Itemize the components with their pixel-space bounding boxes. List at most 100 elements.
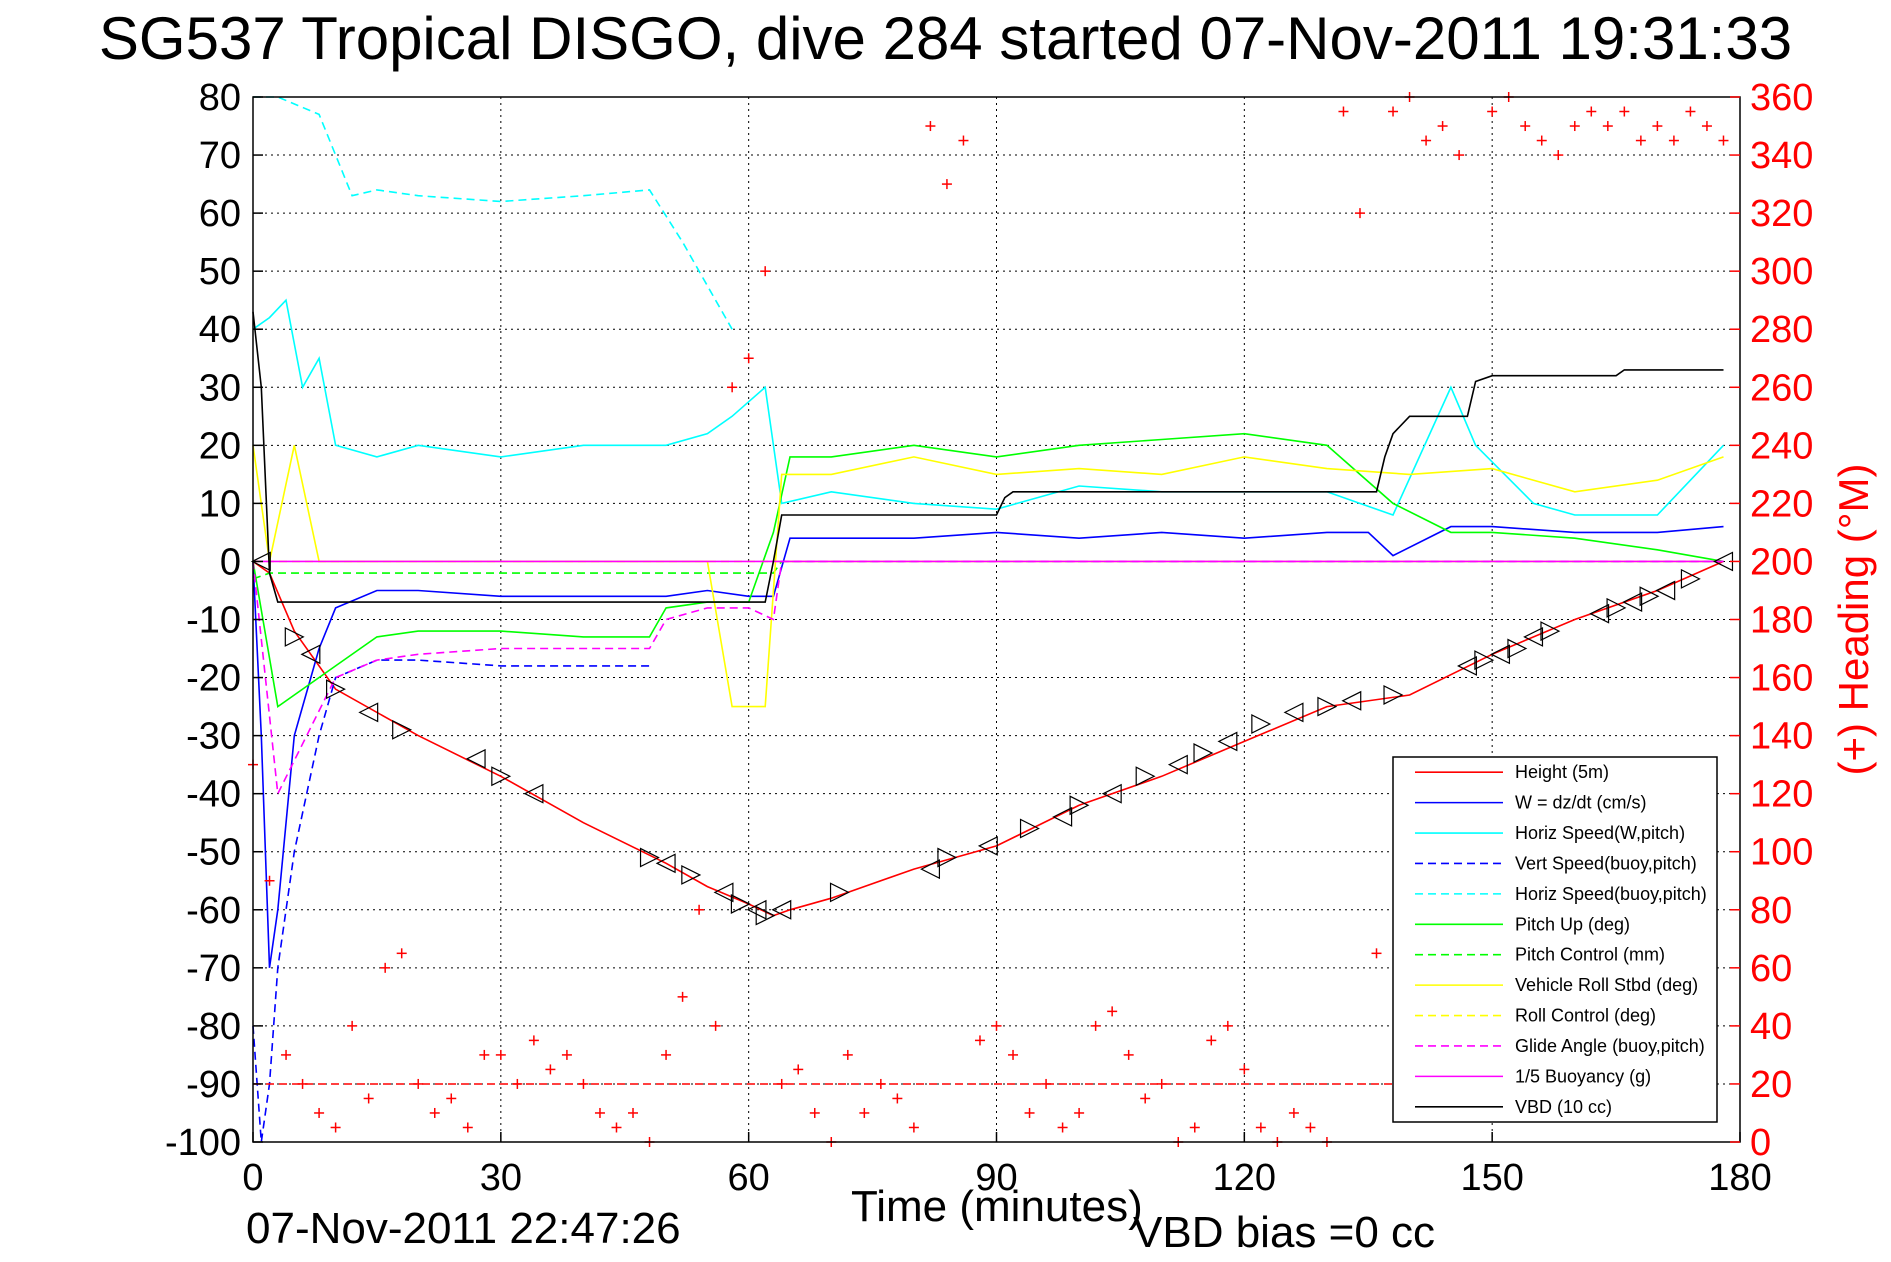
height-marker [1341,690,1362,711]
height-marker [920,859,941,880]
height-marker [1383,685,1404,705]
heading-point [1685,106,1696,117]
heading-point [908,1122,919,1133]
heading-point [1569,121,1580,132]
height-marker [1507,638,1528,659]
heading-point [925,121,936,132]
heading-point [941,179,952,190]
y-tick-label-left: -90 [186,1064,241,1106]
heading-point [1437,121,1448,132]
y-tick-label-left: 0 [220,541,241,583]
series-line-4 [253,96,733,330]
height-marker [1622,592,1643,613]
heading-point [1371,948,1382,959]
y-tick-label-left: 30 [199,367,241,409]
heading-point [1701,121,1712,132]
heading-point [479,1049,490,1060]
y-tick-label-right: 180 [1750,600,1813,642]
height-marker [1167,754,1188,775]
heading-point [1553,150,1564,161]
heading-point [1520,121,1531,132]
x-tick-label: 30 [480,1157,522,1199]
series-line-1 [252,525,1724,968]
height-marker [1217,731,1238,752]
heading-point [396,948,407,959]
legend-entry: Pitch Control (mm) [1515,945,1665,965]
heading-point [281,1049,292,1060]
heading-point [710,1020,721,1031]
legend-entry: Pitch Up (deg) [1515,914,1630,934]
height-marker [1101,783,1122,804]
series-line-9 [252,560,1724,797]
y-tick-label-right: 340 [1750,135,1813,177]
heading-point [1189,1122,1200,1133]
y-tick-label-right: 260 [1750,367,1813,409]
y-tick-label-right: 60 [1750,948,1792,990]
heading-point [1619,106,1630,117]
series-line-3 [252,659,650,1143]
height-marker [1606,597,1627,618]
x-tick-label: 90 [975,1157,1017,1199]
x-tick-label: 180 [1708,1157,1771,1199]
y-tick-label-right: 240 [1750,425,1813,467]
y-tick-label-right: 0 [1750,1122,1771,1164]
heading-point [1602,121,1613,132]
heading-point [1255,1122,1266,1133]
heading-point [528,1035,539,1046]
y-tick-label-left: -80 [186,1006,241,1048]
heading-point [380,962,391,973]
y-tick-label-right: 280 [1750,309,1813,351]
height-marker [326,679,346,700]
heading-point [743,353,754,364]
height-marker [1193,743,1214,763]
legend-entry: VBD (10 cc) [1515,1097,1612,1117]
heading-point [1288,1107,1299,1118]
heading-point [694,904,705,915]
heading-point [1487,106,1498,117]
heading-point [314,1107,325,1118]
y-tick-label-right: 80 [1750,890,1792,932]
y-tick-label-left: -60 [186,890,241,932]
heading-point [1338,106,1349,117]
height-marker [1655,580,1676,601]
y-tick-label-left: 40 [199,309,241,351]
y-tick-label-right: 120 [1750,774,1813,816]
heading-point [859,1107,870,1118]
series-line-2 [252,298,1725,516]
x-tick-label: 120 [1213,1157,1276,1199]
heading-point [1586,106,1597,117]
y-axis-label-right: (+) Heading (°M) [1830,463,1877,775]
heading-point [347,1020,358,1031]
height-marker [1540,621,1561,642]
height-marker [358,702,379,723]
y-tick-label-left: -30 [186,716,241,758]
x-tick-label: 150 [1460,1157,1523,1199]
y-tick-label-right: 20 [1750,1064,1792,1106]
height-marker [392,719,413,740]
legend-box [1392,756,1718,1123]
heading-point [958,135,969,146]
heading-point [1305,1122,1316,1133]
heading-point [1024,1107,1035,1118]
legend-entry: Horiz Speed(buoy,pitch) [1515,884,1707,904]
height-marker [250,551,271,572]
y-tick-label-right: 40 [1750,1006,1792,1048]
heading-point [1008,1049,1019,1060]
heading-point [727,382,738,393]
heading-point [1718,135,1729,146]
heading-point [264,875,275,886]
heading-point [330,1122,341,1133]
legend-entry: Height (5m) [1515,762,1609,782]
heading-point [1107,1006,1118,1017]
heading-point [429,1107,440,1118]
height-marker [1283,702,1304,723]
height-marker [730,894,751,914]
y-tick-label-left: 20 [199,425,241,467]
y-tick-label-right: 100 [1750,832,1813,874]
heading-point [1239,1064,1250,1075]
vbd-bias-label: VBD bias =0 cc [1133,1208,1436,1257]
heading-point [1354,208,1365,219]
height-marker [1019,818,1040,839]
y-tick-label-left: 80 [199,77,241,119]
